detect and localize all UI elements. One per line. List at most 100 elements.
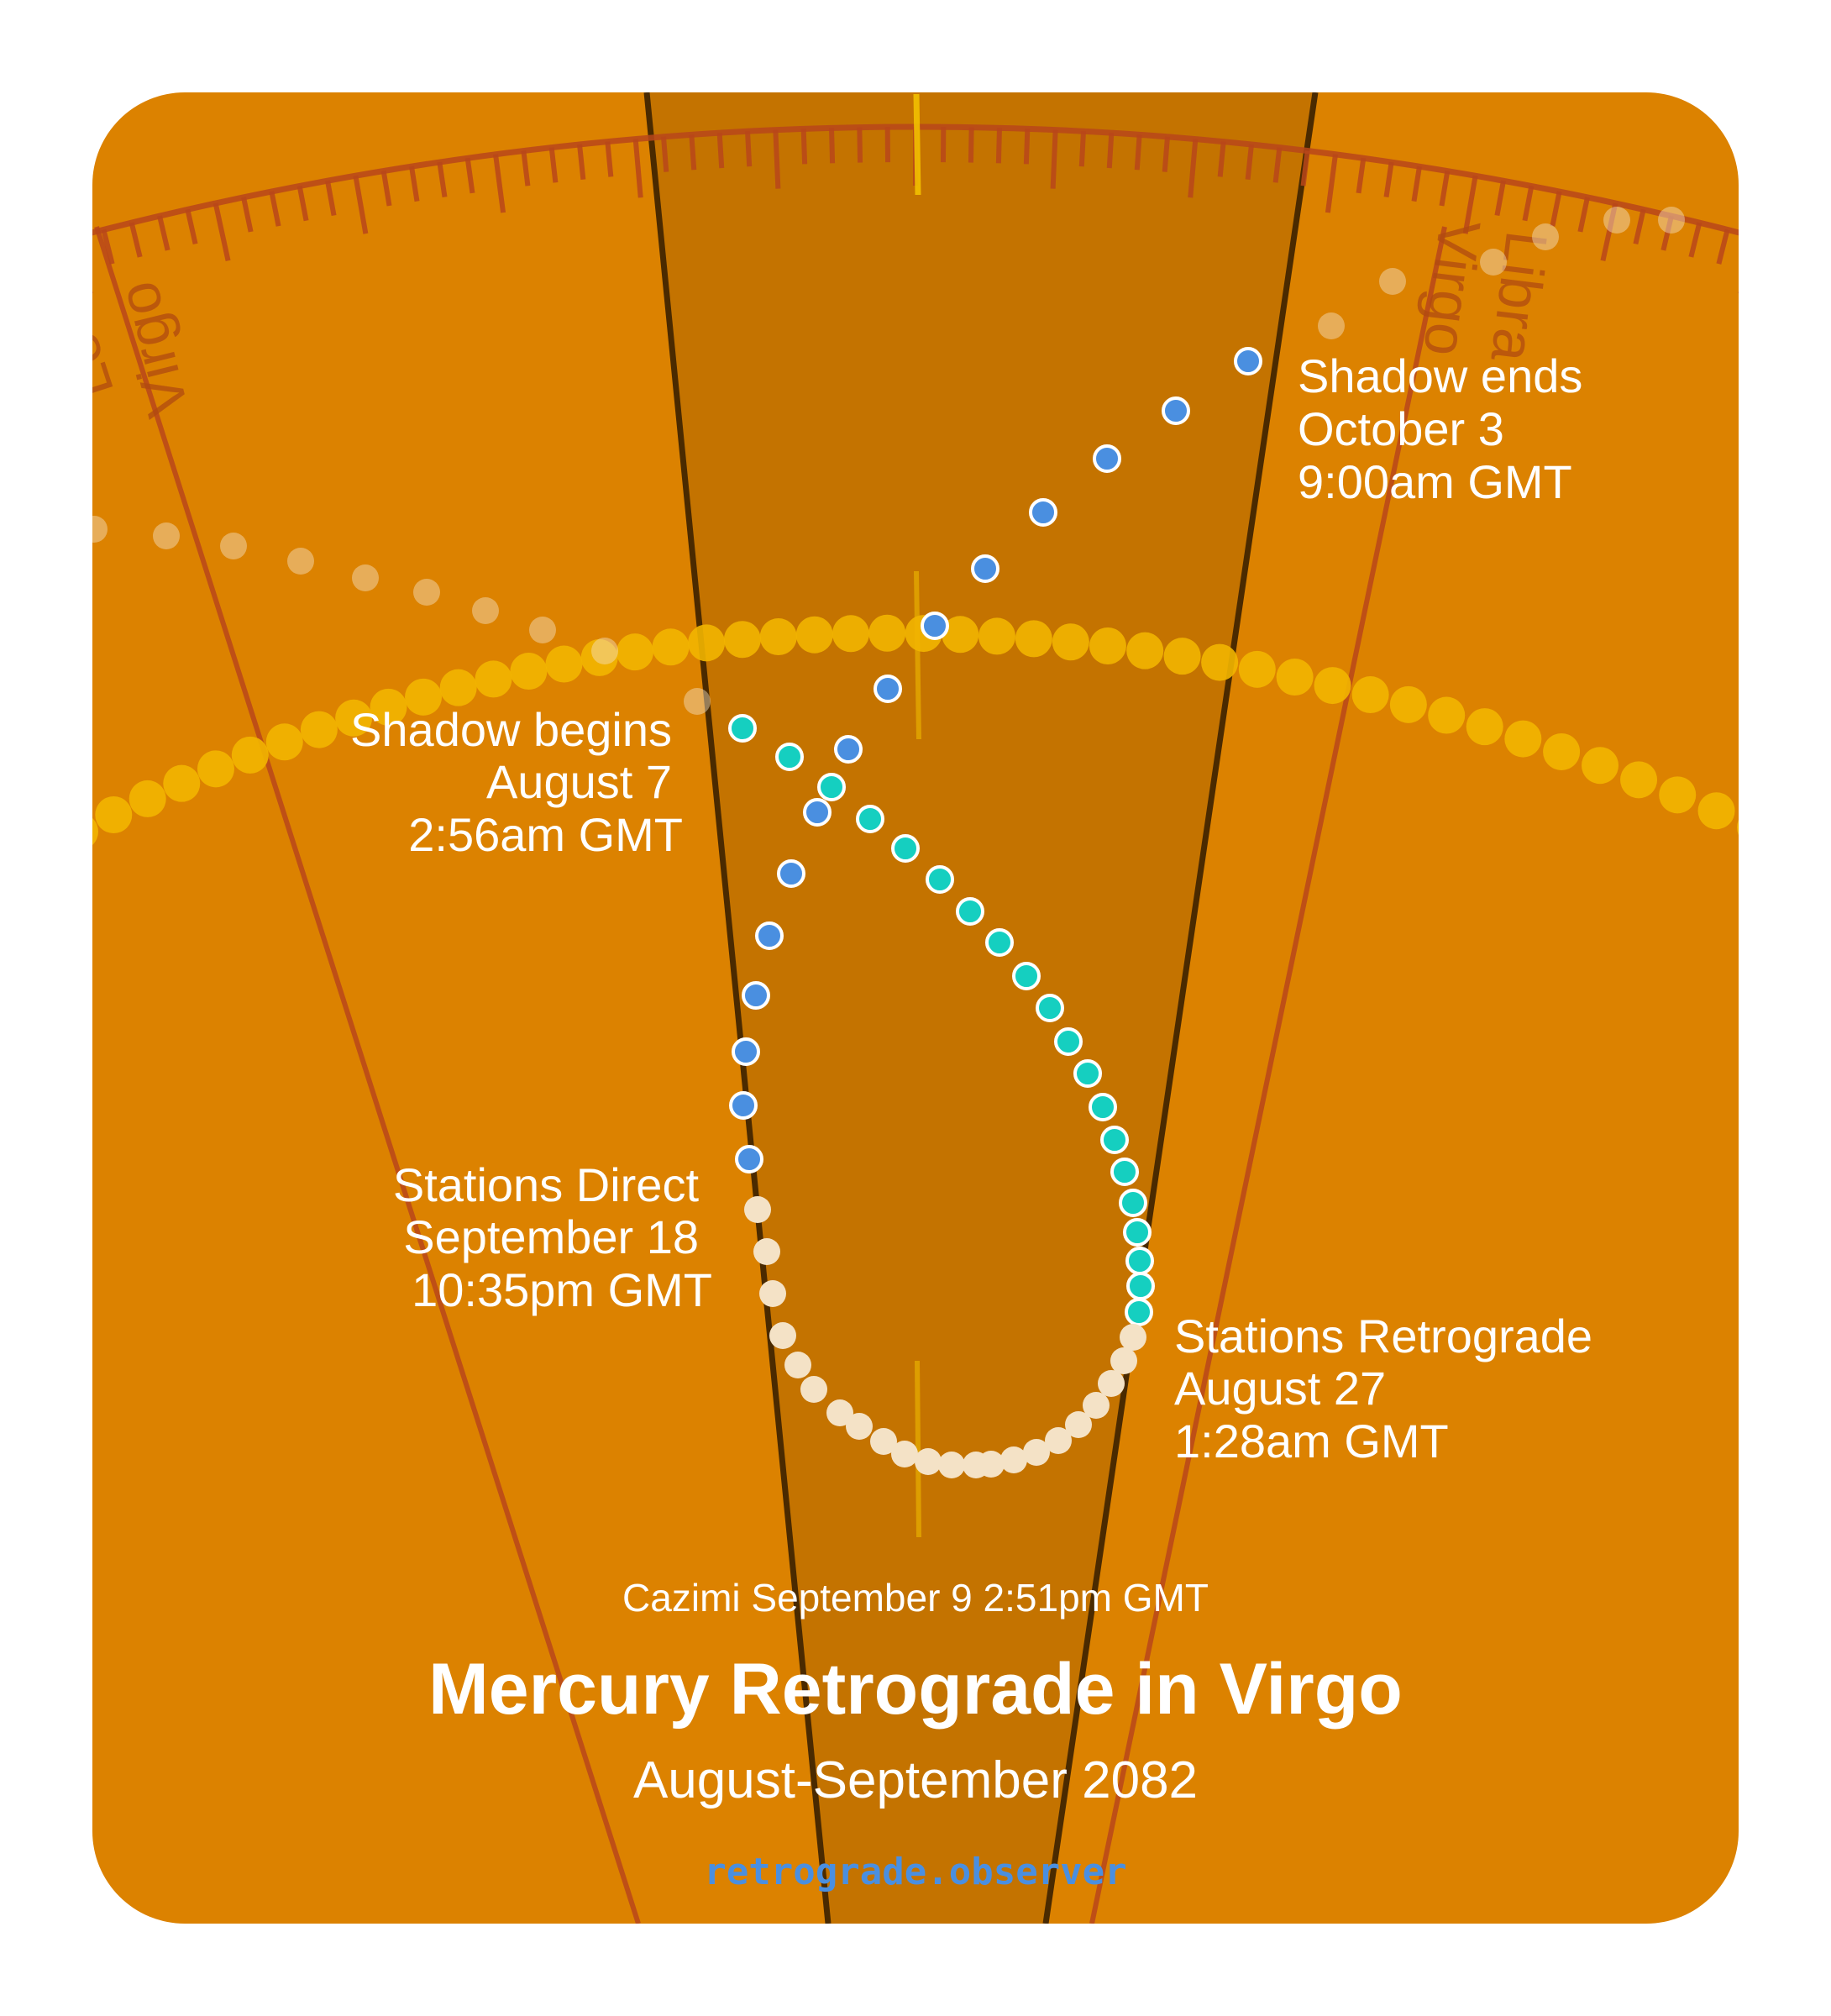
mercury-dot-post-shadow [834, 735, 863, 764]
sun-dot [1504, 720, 1542, 758]
sun-dot [1089, 627, 1126, 665]
wheel-tick [212, 202, 231, 262]
stations-retrograde-date: August 27 [1174, 1362, 1386, 1415]
wheel-tick [661, 136, 669, 172]
mercury-dot-retrograde [963, 1452, 989, 1478]
mercury-path [728, 347, 1262, 1478]
label-shadow-ends: Shadow ends October 3 9:00am GMT [1298, 349, 1582, 508]
wheel-tick [464, 157, 475, 194]
zodiac-boundary-leo-virgo [94, 226, 641, 1924]
wheel-tick [325, 180, 337, 217]
mercury-dot-retrograde [800, 1376, 827, 1403]
wheel-tick [632, 139, 643, 198]
mercury-dot-post-shadow [874, 675, 902, 703]
wheel-tick [1688, 222, 1702, 258]
mercury-dot-retrograde [938, 1452, 965, 1478]
mercury-dot-retrograde [1023, 1439, 1050, 1466]
mercury-dot-retrograde [1110, 1347, 1137, 1374]
wheel-tick [101, 228, 115, 265]
mercury-dot-pre-shadow [1123, 1218, 1152, 1247]
wheel-tick [409, 165, 420, 202]
mercury-dot-retrograde [1083, 1392, 1110, 1419]
cazimi-marker-top [913, 93, 921, 196]
mercury-dot-post-shadow [1162, 396, 1190, 425]
mercury-dot-retrograde [1045, 1427, 1072, 1454]
mercury-dot-pre-shadow [1126, 1272, 1155, 1300]
wheel-tick [1272, 147, 1283, 183]
cazimi-note: Cazimi September 9 2:51pm GMT [622, 1576, 1209, 1620]
wheel-tick [493, 154, 506, 213]
wheel-tick [269, 191, 281, 227]
wheel-tick [1023, 129, 1031, 165]
wheel-tick [185, 208, 198, 245]
sun-dot [616, 633, 654, 671]
mercury-dot-retrograde [744, 1196, 771, 1223]
mercury-dot-post-shadow [755, 921, 784, 950]
sun-dot [795, 616, 833, 654]
wheel-tick [1462, 175, 1478, 234]
sun-dot [300, 711, 338, 748]
mercury-dot-pre-shadow [985, 928, 1014, 957]
mercury-dot-pre-shadow [1110, 1158, 1139, 1186]
wheel-tick [1078, 131, 1086, 167]
cazimi-marker-low [915, 1360, 921, 1538]
sun-dot [759, 618, 797, 656]
faint-dot [1532, 223, 1559, 250]
wheel-tick [800, 129, 808, 165]
sun-dot [1201, 643, 1239, 681]
sun-dot [978, 617, 1015, 655]
wheel-tick [353, 175, 369, 234]
mercury-dot-pre-shadow [926, 865, 954, 894]
sun-dot [545, 645, 583, 683]
zodiac-label-libra: Libra [1479, 228, 1560, 365]
sun-dot [197, 750, 234, 788]
stations-direct-date: September 18 [403, 1210, 699, 1263]
faint-dot [1603, 207, 1630, 234]
mercury-dot-pre-shadow [775, 743, 804, 771]
mercury-dot-retrograde [870, 1428, 897, 1455]
wheel-tick [380, 171, 392, 207]
mercury-dot-post-shadow [921, 612, 949, 640]
label-shadow-begins: Shadow begins August 7 2:56am GMT [350, 703, 683, 861]
faint-dot [529, 617, 556, 643]
wheel-tick [1050, 129, 1058, 189]
sun-dot [335, 699, 373, 737]
sun-dot [1620, 761, 1658, 799]
wheel-tick [1738, 236, 1739, 295]
footer-link[interactable]: retrograde.observer [704, 1851, 1126, 1893]
wheel-tick [1600, 202, 1619, 262]
mercury-dot-retrograde [1098, 1370, 1125, 1397]
sun-dot [92, 813, 98, 850]
wheel-tick [1633, 208, 1646, 245]
sun-dot [1015, 620, 1052, 658]
wheel-tick [1188, 139, 1199, 198]
faint-dot [1318, 312, 1345, 339]
wheel-tick [1217, 141, 1226, 177]
mercury-dot-retrograde [759, 1280, 786, 1307]
sun-dot [1052, 623, 1089, 661]
mercury-dot-post-shadow [777, 859, 805, 888]
sun-dot [1163, 638, 1201, 675]
mercury-dot-pre-shadow [1125, 1298, 1153, 1326]
sun-dot [1697, 792, 1735, 830]
faint-dot [472, 597, 499, 624]
sun-path [92, 614, 1739, 850]
wheel-tick [157, 215, 171, 251]
sun-dot [510, 653, 548, 690]
mercury-dot-pre-shadow [856, 805, 884, 833]
mercury-dot-retrograde [769, 1322, 796, 1349]
wheel-tick [548, 147, 559, 183]
shadow-begins-date: August 7 [486, 755, 672, 808]
mercury-dot-pre-shadow [891, 834, 920, 863]
wheel-tick [1245, 144, 1254, 181]
wheel-tick [1660, 215, 1674, 251]
wheel-tick [241, 197, 254, 233]
mercury-dot-pre-shadow [1073, 1059, 1102, 1088]
shadow-boundary-right [1042, 92, 1319, 1924]
sun-dot [1351, 676, 1389, 714]
page-title: Mercury Retrograde in Virgo [428, 1649, 1403, 1730]
mercury-dot-post-shadow [735, 1145, 763, 1173]
stations-retrograde-title: Stations Retrograde [1174, 1310, 1592, 1362]
faint-dot [1658, 207, 1685, 234]
shadow-ends-date: October 3 [1298, 402, 1504, 455]
